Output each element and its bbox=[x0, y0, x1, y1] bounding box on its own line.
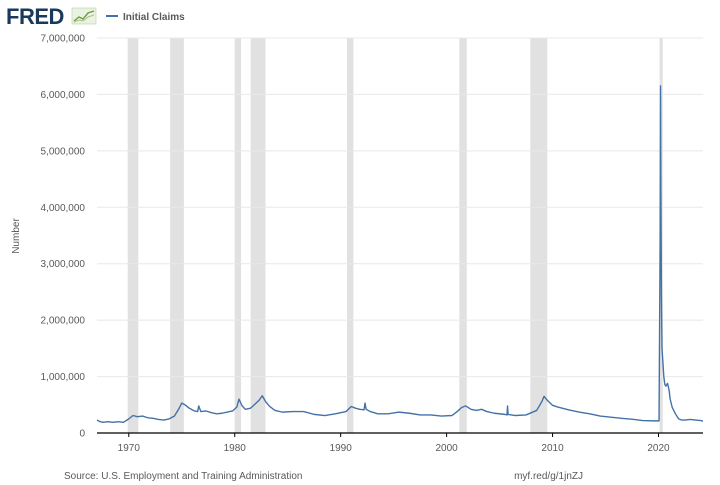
chart-header: FRED Initial Claims bbox=[6, 4, 185, 29]
recession-band bbox=[459, 38, 467, 433]
y-axis-label: Number bbox=[11, 218, 22, 254]
x-axis-tick-labels: 1970 1980 1990 2000 2010 2020 bbox=[118, 433, 670, 454]
legend: Initial Claims bbox=[106, 12, 185, 23]
recession-band bbox=[234, 38, 242, 433]
fred-logo-text: FRED bbox=[6, 4, 64, 29]
x-tick-label: 2020 bbox=[647, 443, 670, 454]
series-line-initial-claims bbox=[96, 85, 704, 423]
gridlines bbox=[97, 37, 703, 378]
fred-graph-icon bbox=[71, 7, 97, 25]
recession-band bbox=[250, 38, 266, 433]
y-tick-label: 3,000,000 bbox=[41, 259, 86, 270]
y-tick-label: 6,000,000 bbox=[41, 90, 86, 101]
y-tick-label: 5,000,000 bbox=[41, 146, 86, 157]
x-tick-label: 2010 bbox=[541, 443, 564, 454]
source-note: Source: U.S. Employment and Training Adm… bbox=[64, 471, 302, 482]
recession-band bbox=[530, 38, 548, 433]
y-tick-label: 2,000,000 bbox=[41, 316, 86, 327]
recession-bands bbox=[127, 38, 663, 433]
x-tick-label: 1990 bbox=[330, 443, 353, 454]
x-tick-label: 1980 bbox=[224, 443, 247, 454]
short-link[interactable]: myf.red/g/1jnZJ bbox=[514, 471, 583, 482]
recession-band bbox=[170, 38, 184, 433]
y-tick-label: 4,000,000 bbox=[41, 203, 86, 214]
recession-band bbox=[127, 38, 139, 433]
x-tick-label: 1970 bbox=[118, 443, 141, 454]
y-tick-label: 1,000,000 bbox=[41, 372, 86, 383]
legend-label-initial-claims: Initial Claims bbox=[123, 12, 185, 23]
y-tick-label: 0 bbox=[79, 429, 85, 440]
recession-band bbox=[347, 38, 354, 433]
y-axis-tick-labels: 0 1,000,000 2,000,000 3,000,000 4,000,000 5,0… bbox=[41, 34, 86, 440]
x-tick-label: 2000 bbox=[435, 443, 458, 454]
y-tick-label: 7,000,000 bbox=[41, 34, 86, 45]
